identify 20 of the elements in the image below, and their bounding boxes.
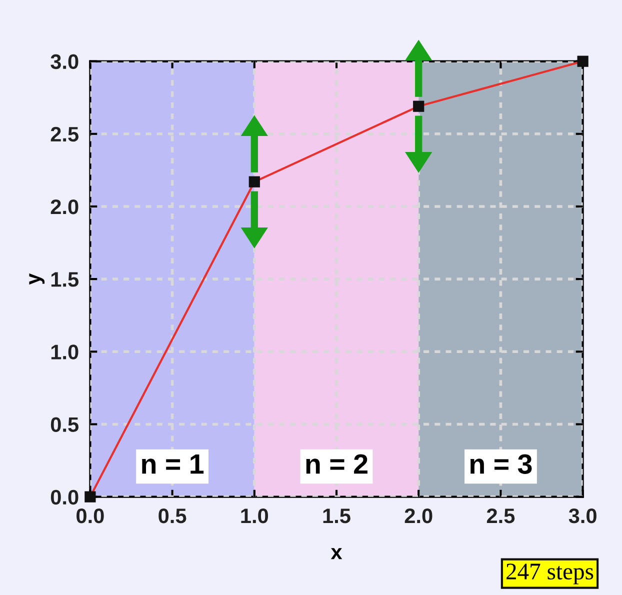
y-tick-label: 0.5 [50, 417, 78, 432]
y-axis-title: y [29, 273, 45, 285]
y-tick-label: 1.0 [51, 344, 78, 360]
x-tick-label: 0.0 [76, 508, 104, 524]
text: 247 steps [506, 564, 594, 584]
y-tick-label: 3.0 [50, 54, 78, 70]
x-tick-label: 1.5 [323, 508, 350, 524]
x-tick-label: 2.0 [404, 508, 432, 524]
x-axis-title: x [330, 548, 342, 560]
y-tick-label: 1.5 [51, 272, 78, 287]
y-tick-label: 2.0 [50, 199, 78, 214]
x-tick-label: 2.5 [486, 508, 515, 524]
band-label: n = 3 [470, 454, 532, 474]
x-tick-label: 3.0 [568, 508, 596, 524]
band-label: n = 2 [306, 454, 368, 474]
y-tick-label: 2.5 [50, 126, 78, 142]
band-label: n = 1 [142, 454, 204, 474]
y-tick-label: 0.0 [50, 490, 78, 505]
x-tick-label: 0.5 [158, 508, 186, 524]
x-tick-label: 1.0 [241, 508, 268, 524]
